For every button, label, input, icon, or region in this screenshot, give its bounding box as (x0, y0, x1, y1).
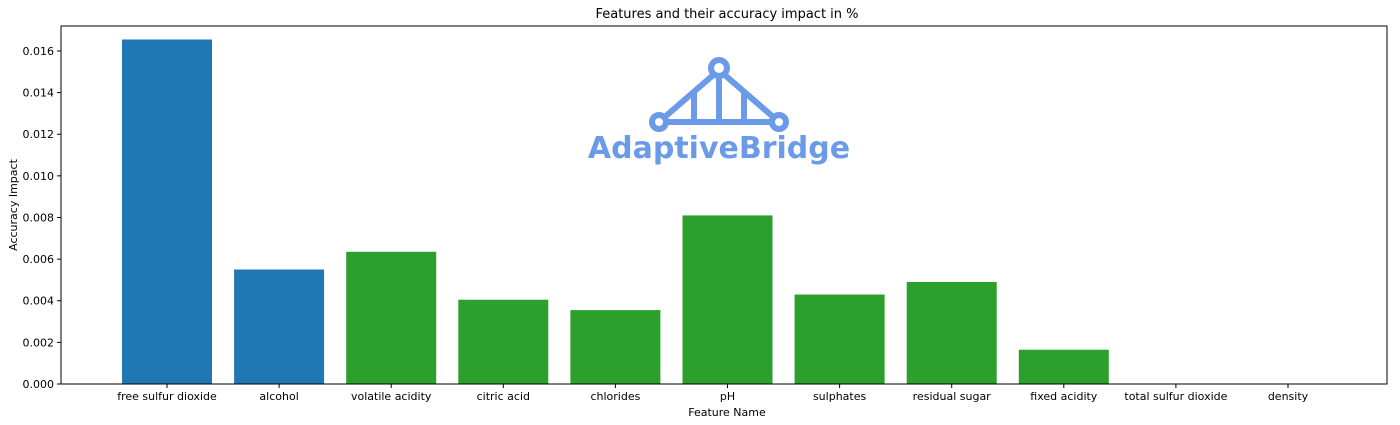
y-tick-label: 0.016 (23, 45, 55, 58)
x-axis: free sulfur dioxide alcohol volatile acidi… (117, 384, 1309, 403)
y-tick-label: 0.010 (23, 170, 55, 183)
bar-fixed-acidity (1018, 349, 1109, 384)
bar-sulphates (794, 294, 885, 384)
x-tick-label: volatile acidity (351, 390, 432, 403)
x-tick-label: total sulfur dioxide (1124, 390, 1227, 403)
bar-volatile-acidity (346, 251, 437, 384)
bridge-logo-icon (649, 57, 789, 132)
bar-chlorides (570, 310, 661, 384)
x-tick-label: fixed acidity (1030, 390, 1098, 403)
bar-residual-sugar (906, 282, 997, 384)
plot-frame (60, 25, 1388, 385)
y-tick-label: 0.008 (23, 211, 55, 224)
y-tick-label: 0.006 (23, 253, 55, 266)
chart-title: Features and their accuracy impact in % (595, 7, 858, 22)
watermark-text: AdaptiveBridge (588, 131, 850, 166)
y-axis-label: Accuracy Impact (7, 158, 20, 250)
bar-ph (682, 215, 773, 384)
bar-free-sulfur-dioxide (122, 39, 212, 384)
bar-citric-acid (458, 299, 549, 384)
x-tick-label: density (1268, 390, 1309, 403)
x-tick-label: residual sugar (913, 390, 992, 403)
y-tick-label: 0.004 (23, 295, 55, 308)
y-tick-label: 0.014 (23, 87, 55, 100)
x-tick-label: citric acid (477, 390, 530, 403)
x-tick-label: free sulfur dioxide (117, 390, 217, 403)
x-tick-label: chlorides (590, 390, 640, 403)
y-tick-label: 0.012 (23, 128, 55, 141)
watermark-logo: AdaptiveBridge (588, 57, 850, 166)
x-tick-label: alcohol (259, 390, 298, 403)
x-tick-label: pH (720, 390, 735, 403)
bar-alcohol (234, 269, 325, 384)
x-tick-label: sulphates (813, 390, 867, 403)
x-axis-label: Feature Name (688, 406, 766, 419)
y-axis: 0.000 0.002 0.004 0.006 0.008 0.010 0.012 0.014… (23, 45, 61, 391)
y-tick-label: 0.002 (23, 336, 55, 349)
y-tick-label: 0.000 (23, 378, 55, 391)
bars-group (122, 39, 1109, 384)
